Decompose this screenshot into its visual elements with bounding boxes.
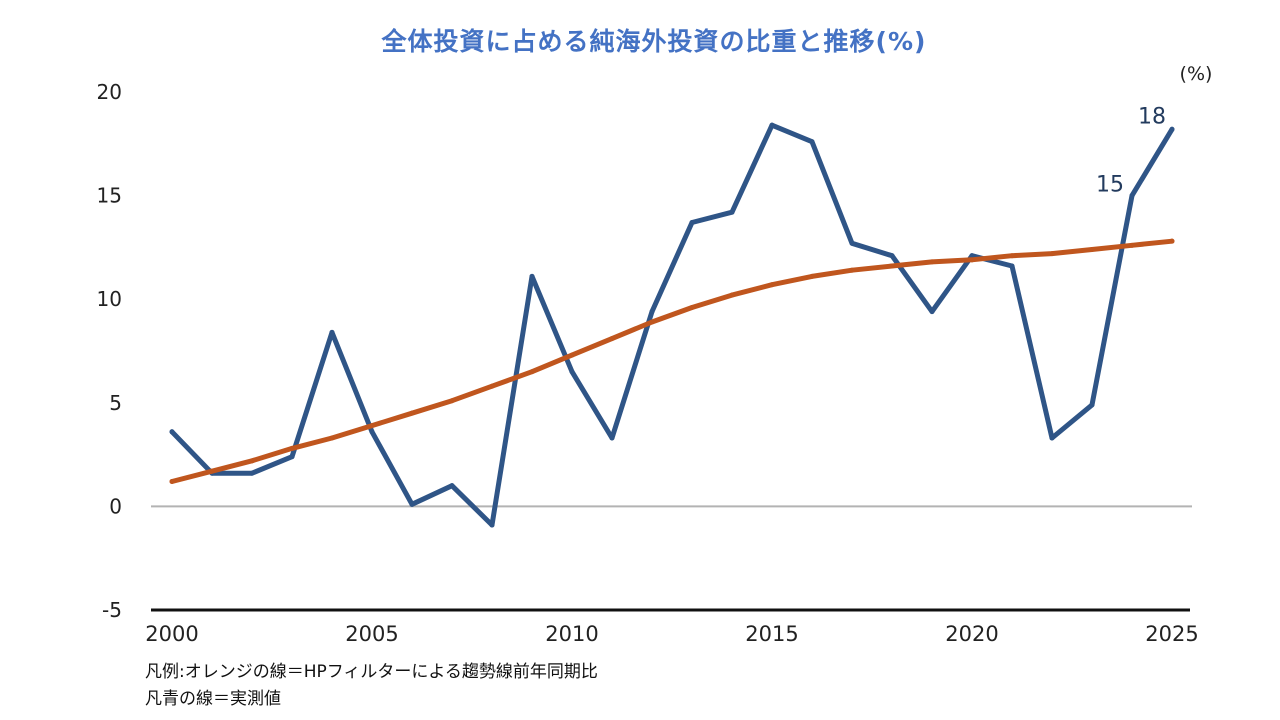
legend-orange-line: 凡例:オレンジの線＝HPフィルターによる趨勢線前年同期比 — [145, 662, 598, 682]
data-point-actual — [329, 329, 335, 335]
y-tick-label: 10 — [97, 287, 122, 311]
data-point-trend — [329, 435, 335, 441]
x-tick-label: 2000 — [145, 622, 198, 646]
data-point-actual — [449, 483, 455, 489]
data-point-trend — [769, 282, 775, 288]
data-point-actual — [569, 369, 575, 375]
data-point-actual — [1009, 263, 1015, 269]
data-point-actual — [1049, 435, 1055, 441]
data-point-actual — [649, 309, 655, 315]
data-point-trend — [289, 445, 295, 451]
data-point-trend — [1009, 253, 1015, 259]
data-label: 15 — [1096, 173, 1124, 198]
data-point-actual — [529, 273, 535, 279]
data-point-actual — [169, 429, 175, 435]
y-tick-label: 20 — [97, 80, 122, 104]
data-point-trend — [1129, 242, 1135, 248]
data-point-trend — [929, 259, 935, 265]
data-point-actual — [969, 253, 975, 259]
x-tick-label: 2015 — [745, 622, 798, 646]
data-point-trend — [1049, 251, 1055, 257]
data-point-actual — [1129, 193, 1135, 199]
data-point-actual — [689, 220, 695, 226]
y-tick-label: 15 — [97, 184, 122, 208]
chart-title: 全体投資に占める純海外投資の比重と推移(%) — [381, 27, 927, 56]
data-point-actual — [369, 429, 375, 435]
y-tick-label: 5 — [109, 391, 122, 415]
data-point-trend — [649, 319, 655, 325]
data-point-actual — [1169, 126, 1175, 132]
data-point-trend — [809, 273, 815, 279]
x-axis-ticks: 2000 2005 2010 2015 2020 2025 — [145, 622, 1198, 646]
data-point-trend — [529, 369, 535, 375]
y-axis-ticks: 20 15 10 5 0 -5 — [97, 80, 122, 622]
data-point-trend — [969, 257, 975, 263]
legend-blue-line: 凡青の線＝実測値 — [145, 689, 281, 709]
data-point-trend — [729, 292, 735, 298]
data-point-trend — [169, 479, 175, 485]
data-point-trend — [409, 410, 415, 416]
data-point-trend — [1169, 238, 1175, 244]
x-tick-label: 2020 — [945, 622, 998, 646]
y-tick-label: -5 — [102, 598, 122, 622]
data-point-actual — [249, 470, 255, 476]
data-point-actual — [769, 122, 775, 128]
x-tick-label: 2010 — [545, 622, 598, 646]
x-tick-label: 2025 — [1145, 622, 1198, 646]
data-point-actual — [489, 522, 495, 528]
data-point-actual — [1089, 402, 1095, 408]
y-tick-label: 0 — [109, 494, 122, 518]
series-line-trend — [169, 238, 1175, 484]
data-point-actual — [289, 454, 295, 460]
data-point-trend — [209, 468, 215, 474]
data-point-actual — [609, 435, 615, 441]
data-point-actual — [849, 240, 855, 246]
data-point-trend — [1089, 246, 1095, 252]
data-point-trend — [369, 423, 375, 429]
data-point-actual — [889, 253, 895, 259]
data-point-trend — [609, 336, 615, 342]
data-point-trend — [689, 304, 695, 310]
series-line-actual — [169, 122, 1175, 528]
data-label: 18 — [1138, 104, 1166, 129]
data-point-trend — [249, 458, 255, 464]
data-point-actual — [409, 501, 415, 507]
data-point-actual — [929, 309, 935, 315]
x-tick-label: 2005 — [345, 622, 398, 646]
data-point-trend — [489, 383, 495, 389]
data-point-trend — [889, 263, 895, 269]
data-point-actual — [809, 139, 815, 145]
data-point-trend — [849, 267, 855, 273]
data-point-trend — [449, 398, 455, 404]
data-point-actual — [729, 209, 735, 215]
data-point-trend — [569, 352, 575, 358]
unit-label: (%) — [1180, 63, 1213, 85]
